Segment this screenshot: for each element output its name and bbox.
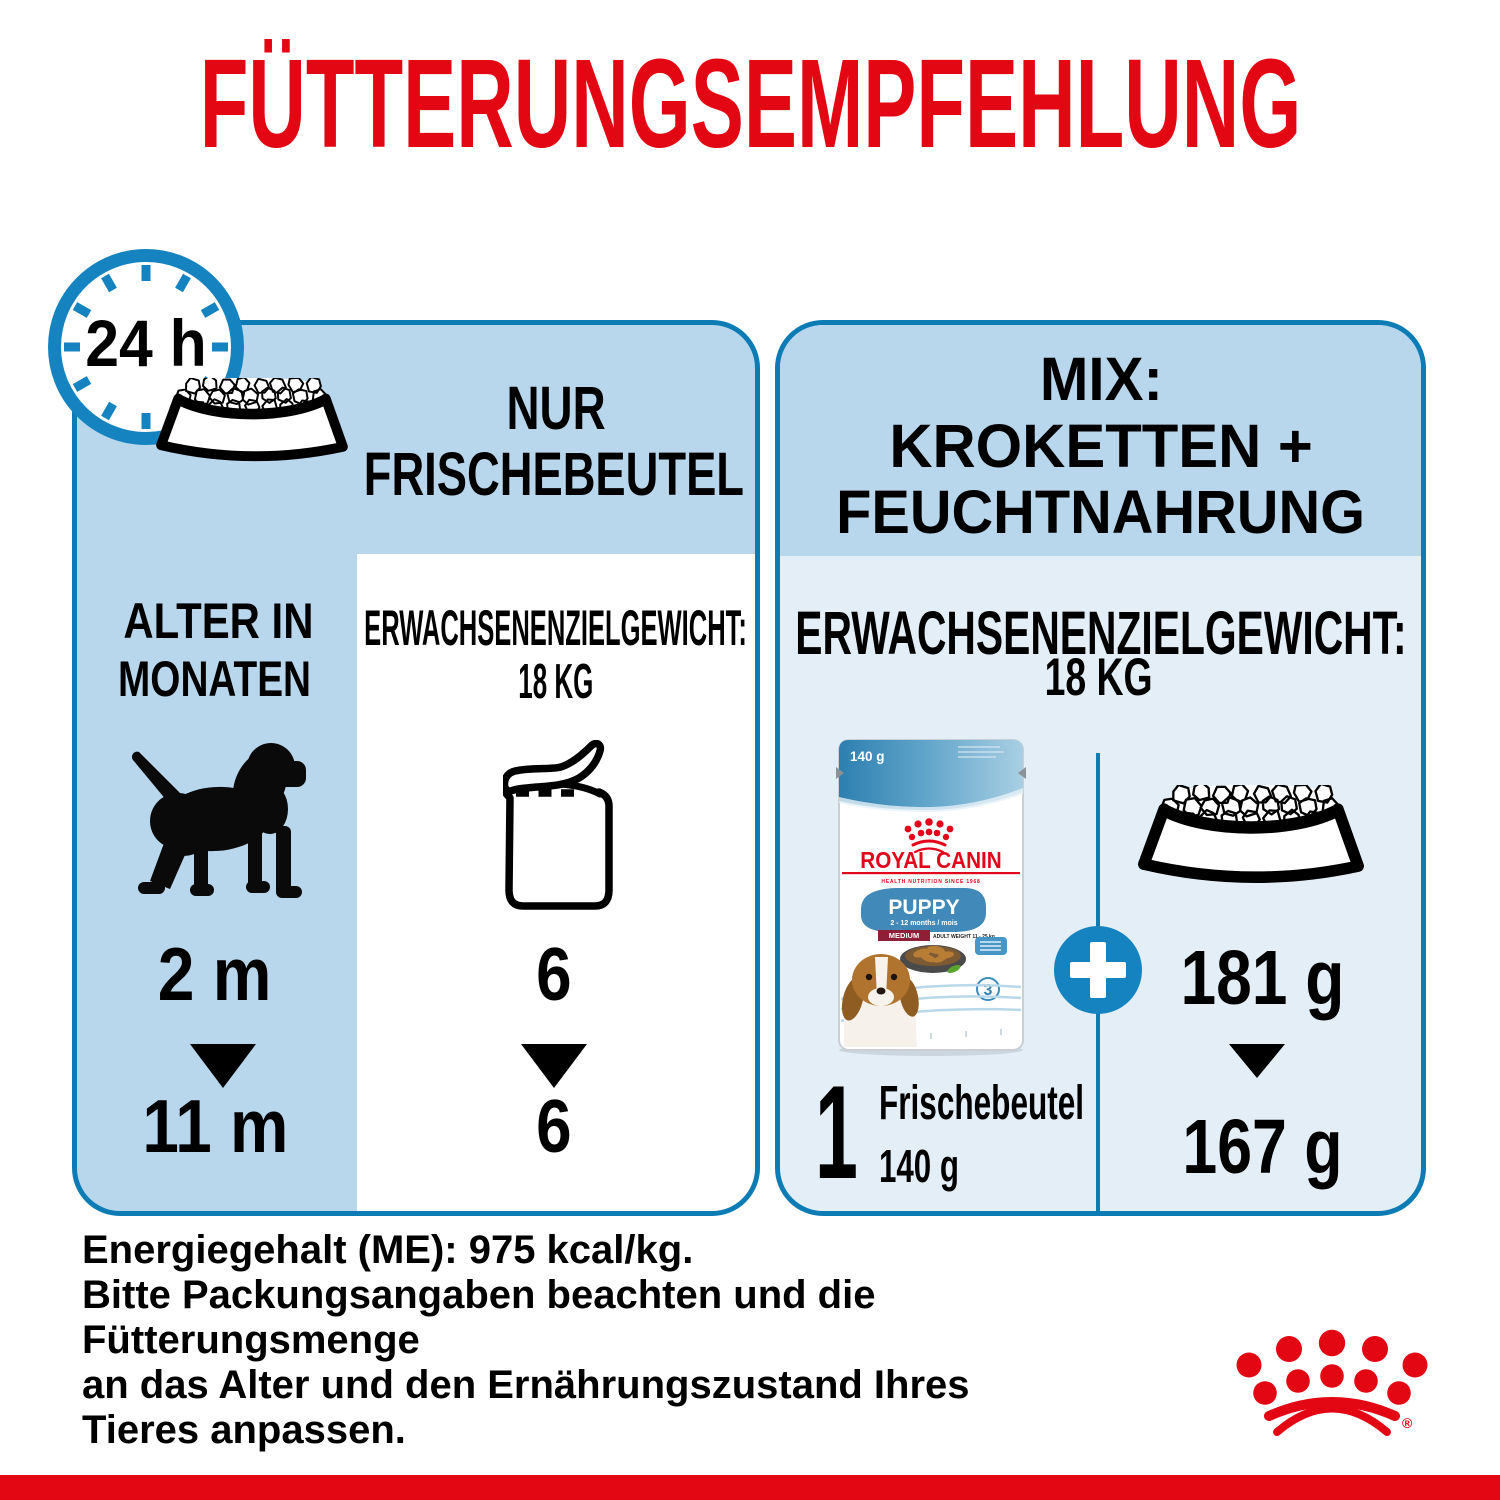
svg-text:3: 3 <box>984 982 993 999</box>
svg-text:®: ® <box>1402 1415 1413 1431</box>
svg-text:HEALTH NUTRITION SINCE 1968: HEALTH NUTRITION SINCE 1968 <box>881 879 980 885</box>
svg-text:ROYAL CANIN: ROYAL CANIN <box>860 847 1001 873</box>
svg-text:PUPPY: PUPPY <box>888 896 959 919</box>
svg-text:MEDIUM: MEDIUM <box>889 931 919 940</box>
svg-text:24 h: 24 h <box>85 308 206 381</box>
svg-text:140 g: 140 g <box>850 749 885 764</box>
svg-text:2 - 12 months / mois: 2 - 12 months / mois <box>890 920 957 927</box>
svg-text:ADULT WEIGHT 11 - 25 kg: ADULT WEIGHT 11 - 25 kg <box>933 934 995 940</box>
